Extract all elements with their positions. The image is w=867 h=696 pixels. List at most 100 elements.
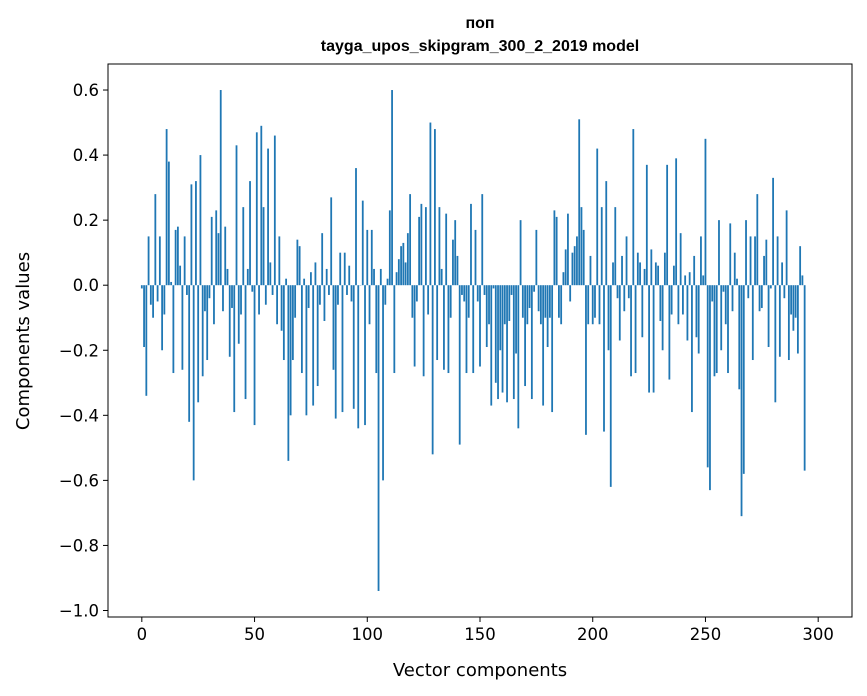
bar <box>219 90 222 286</box>
y-tick-label: −0.4 <box>59 406 99 425</box>
bar <box>197 285 200 403</box>
bar <box>395 272 398 286</box>
bar <box>233 285 236 413</box>
bar <box>580 207 583 286</box>
bar <box>431 285 434 455</box>
bar <box>165 129 168 286</box>
bar <box>258 285 260 315</box>
bar <box>537 285 540 312</box>
bar <box>758 285 761 312</box>
bar <box>199 155 202 286</box>
bar <box>201 285 204 377</box>
bar <box>145 285 148 396</box>
bar <box>339 252 342 286</box>
bar <box>695 285 698 338</box>
bar <box>776 236 779 286</box>
bar <box>328 285 330 295</box>
bar <box>492 285 495 289</box>
x-tick-label: 300 <box>802 625 834 644</box>
y-tick-label: 0.6 <box>73 81 99 100</box>
bar <box>404 262 407 286</box>
bar <box>598 285 601 325</box>
bar <box>479 285 481 367</box>
bar <box>587 285 590 325</box>
bar <box>787 285 790 361</box>
bar <box>174 229 177 286</box>
bar <box>384 285 387 305</box>
bar <box>393 285 396 374</box>
bar <box>415 285 418 302</box>
bar <box>449 285 452 318</box>
bar <box>754 236 756 286</box>
bar <box>510 285 513 295</box>
x-tick-label: 250 <box>690 625 722 644</box>
bar <box>736 278 738 286</box>
bar <box>630 285 632 377</box>
bar <box>296 239 299 286</box>
bar <box>361 200 364 286</box>
bar <box>485 285 488 348</box>
bar <box>742 285 745 474</box>
bar <box>206 285 209 361</box>
bar <box>666 164 669 286</box>
bar <box>803 285 806 471</box>
bar <box>443 285 445 370</box>
bar <box>355 168 357 286</box>
bar <box>334 285 337 419</box>
bar <box>161 285 164 351</box>
bar <box>319 285 321 305</box>
bar <box>240 285 242 315</box>
bar <box>467 285 470 318</box>
chart-title-line1: поп <box>465 15 494 32</box>
bar <box>418 216 421 286</box>
bar <box>152 285 154 318</box>
bar <box>264 285 267 305</box>
bar <box>551 285 554 413</box>
bar <box>799 246 802 286</box>
bar <box>562 272 565 286</box>
bar <box>337 285 339 305</box>
bar <box>409 194 412 286</box>
bar <box>600 207 603 286</box>
bar <box>298 246 301 286</box>
bar <box>641 285 644 338</box>
bar <box>271 285 274 295</box>
bar <box>413 285 416 367</box>
bar <box>564 249 567 286</box>
bar <box>186 285 188 295</box>
bar <box>375 285 378 374</box>
bar <box>447 285 450 374</box>
bar <box>693 255 696 286</box>
bar <box>589 255 592 286</box>
bar <box>517 285 520 429</box>
bar <box>429 122 432 286</box>
bar <box>176 226 179 286</box>
bar <box>461 285 463 295</box>
bars-group <box>140 90 806 591</box>
bar <box>670 285 673 315</box>
bar <box>222 285 224 312</box>
bar <box>794 285 797 318</box>
bar <box>305 285 308 416</box>
bar <box>213 285 215 325</box>
bar <box>352 285 355 409</box>
bar <box>609 285 612 487</box>
bar <box>215 210 218 286</box>
bar <box>679 233 682 286</box>
bar <box>560 285 563 325</box>
bar <box>253 285 256 426</box>
bar <box>143 285 145 348</box>
bar <box>476 285 479 302</box>
bar <box>346 285 348 295</box>
bar <box>533 285 536 292</box>
bar <box>154 194 157 286</box>
bar <box>657 265 660 286</box>
bar <box>490 285 493 406</box>
bar <box>420 203 423 286</box>
bar <box>616 285 619 299</box>
bar <box>192 285 195 481</box>
bar <box>709 285 711 491</box>
bar <box>774 285 777 403</box>
bar <box>330 197 333 286</box>
bar <box>280 285 283 331</box>
